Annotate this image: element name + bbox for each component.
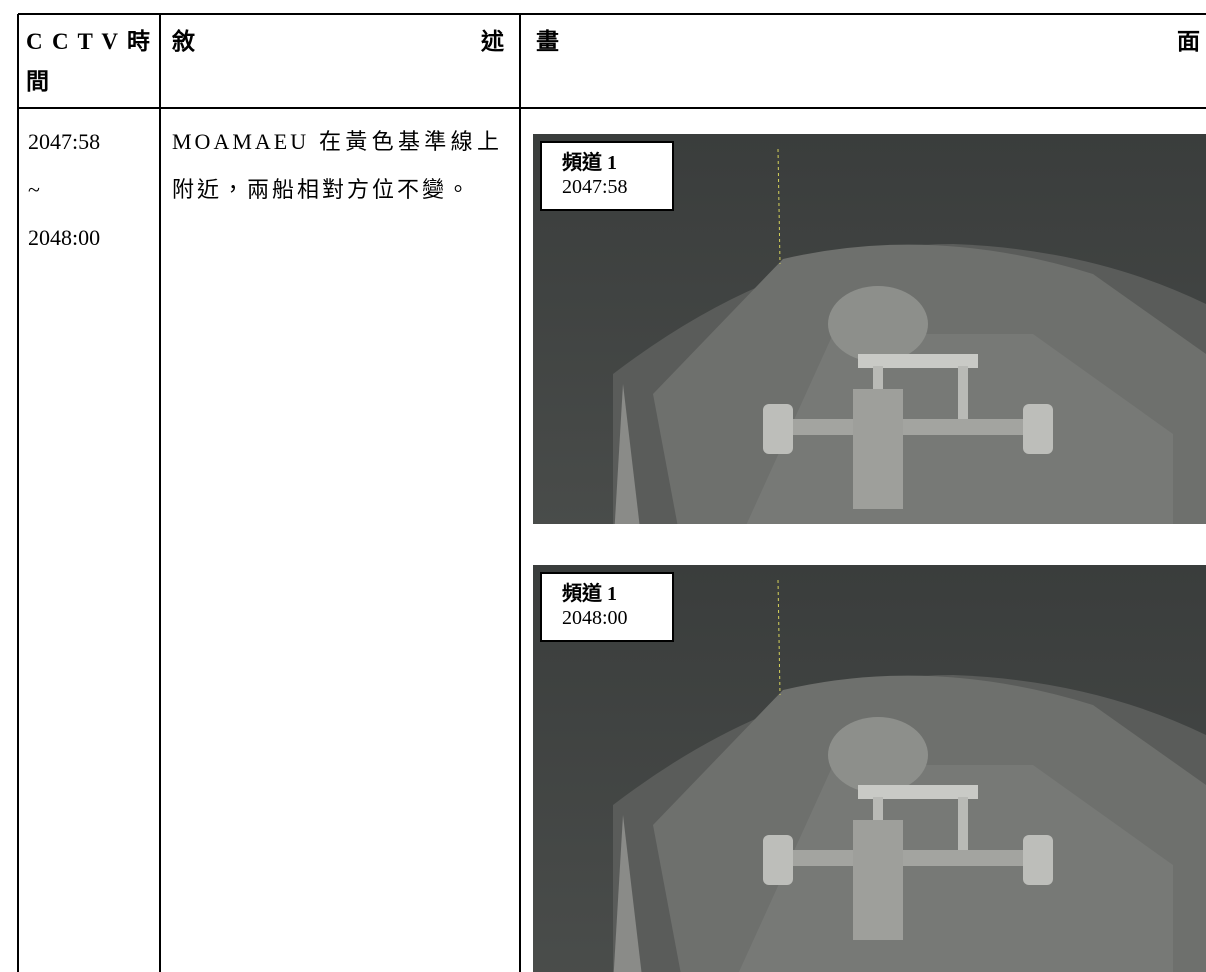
- border-top: [18, 13, 1206, 15]
- header-time: C C T V 時 間: [26, 29, 150, 94]
- time-start: 2047:58: [28, 129, 101, 154]
- time-end: 2048:00: [28, 225, 101, 250]
- frame-label: 頻道 1 2048:00: [540, 572, 674, 642]
- border-col2: [519, 14, 521, 972]
- channel: 頻道 1: [562, 583, 617, 605]
- timestamp: 2047:58: [562, 176, 628, 198]
- border-left: [17, 14, 19, 972]
- cctv-frame: 頻道 1 2047:58: [533, 134, 1206, 524]
- border-header: [18, 107, 1206, 109]
- time-sep: ~: [28, 177, 40, 202]
- description: MOAMAEU 在黃色基準線上附近，兩船相對方位不變。: [172, 129, 502, 202]
- header-frame: 畫 面: [536, 29, 1200, 54]
- channel: 頻道 1: [562, 152, 617, 174]
- header-description: 敘 述: [172, 29, 504, 54]
- time-cell: 2047:58 ~ 2048:00: [28, 118, 100, 262]
- cctv-image: [533, 134, 1206, 524]
- border-col1: [159, 14, 161, 972]
- cctv-frame: 頻道 1 2048:00: [533, 565, 1206, 972]
- frame-label: 頻道 1 2047:58: [540, 141, 674, 211]
- timestamp: 2048:00: [562, 607, 628, 629]
